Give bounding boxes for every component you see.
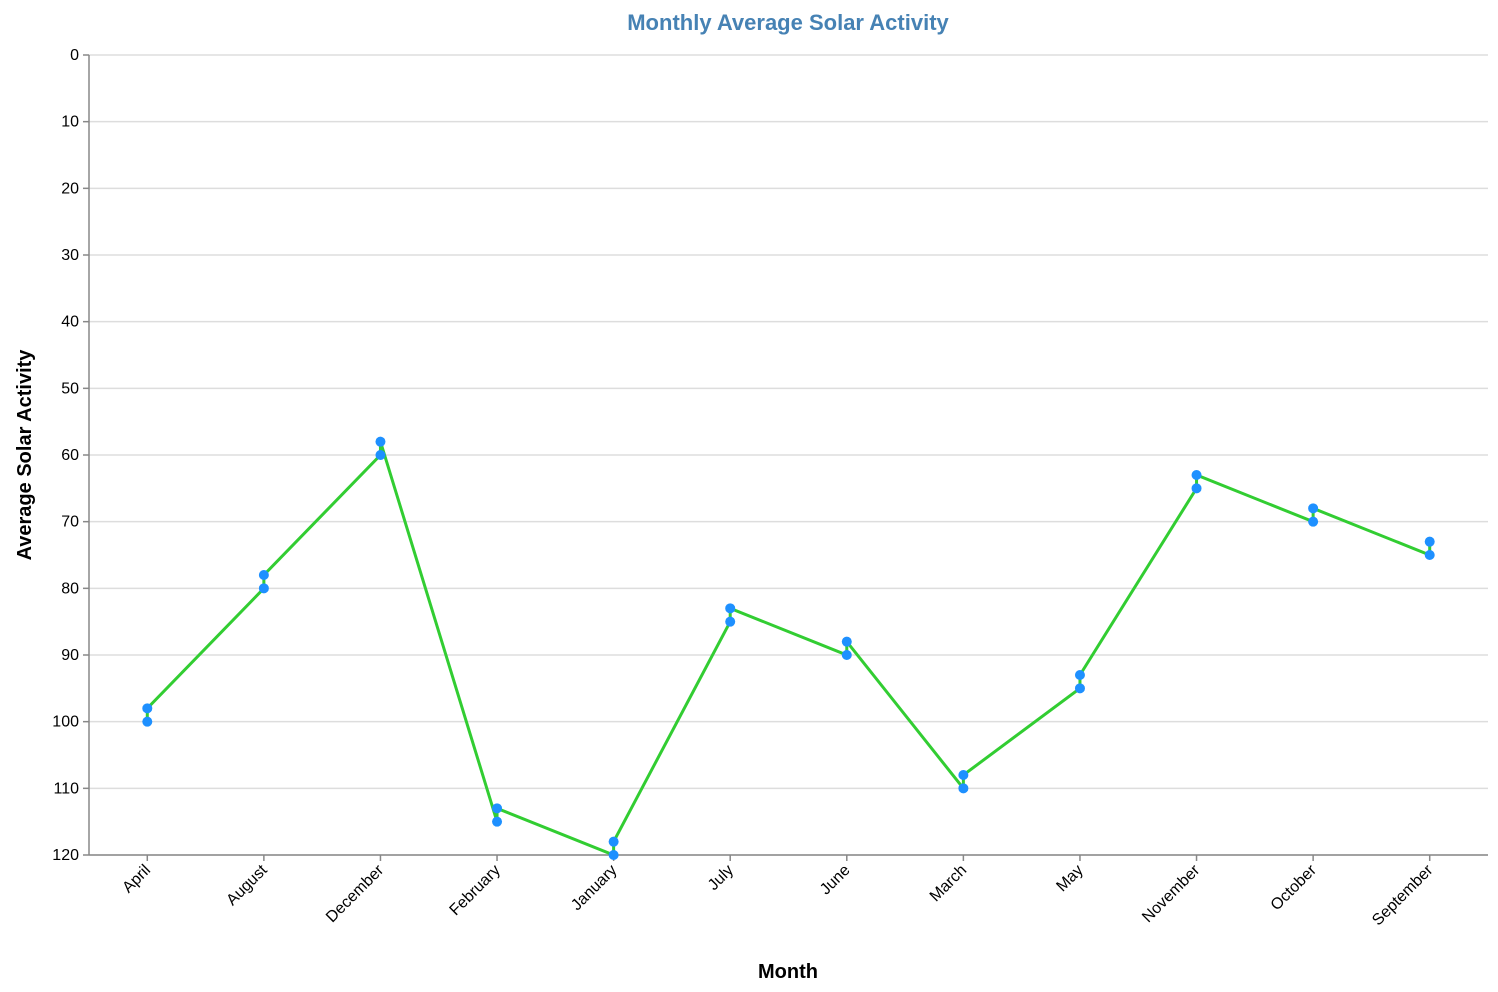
y-tick-label: 50 bbox=[61, 380, 79, 397]
data-point bbox=[1308, 503, 1319, 514]
y-tick-label: 20 bbox=[61, 180, 79, 197]
data-point bbox=[1191, 483, 1202, 494]
x-tick-label: May bbox=[1053, 862, 1086, 895]
y-tick-label: 70 bbox=[61, 514, 79, 531]
y-tick-label: 100 bbox=[52, 714, 79, 731]
y-tick-label: 90 bbox=[61, 647, 79, 664]
data-point bbox=[142, 703, 153, 714]
data-point bbox=[492, 803, 503, 814]
y-tick-label: 40 bbox=[61, 314, 79, 331]
data-point bbox=[1074, 683, 1085, 694]
data-point bbox=[1308, 516, 1319, 527]
data-point bbox=[492, 816, 503, 827]
data-point bbox=[841, 636, 852, 647]
x-tick-label: August bbox=[223, 861, 271, 909]
x-tick-label: January bbox=[568, 862, 620, 914]
data-point bbox=[1424, 536, 1435, 547]
y-tick-label: 110 bbox=[53, 780, 79, 797]
data-point bbox=[375, 450, 386, 460]
y-tick-label: 80 bbox=[61, 580, 79, 597]
y-axis-title: Average Solar Activity bbox=[14, 349, 36, 561]
data-point bbox=[375, 436, 386, 447]
x-tick-label: June bbox=[817, 862, 854, 899]
data-point bbox=[725, 616, 736, 627]
data-point bbox=[958, 770, 969, 780]
data-point bbox=[142, 716, 153, 727]
y-tick-label: 10 bbox=[61, 114, 79, 131]
data-point bbox=[725, 603, 736, 614]
data-point bbox=[608, 836, 619, 847]
data-point bbox=[1074, 670, 1085, 680]
x-axis-title: Month bbox=[758, 961, 818, 983]
x-tick-label: February bbox=[447, 862, 504, 919]
data-point bbox=[958, 783, 969, 794]
y-tick-label: 0 bbox=[70, 47, 79, 64]
data-point bbox=[608, 850, 619, 860]
x-tick-label: July bbox=[705, 862, 737, 894]
y-tick-label: 30 bbox=[61, 247, 79, 264]
x-tick-label: April bbox=[119, 862, 154, 897]
chart-title: Monthly Average Solar Activity bbox=[627, 10, 949, 35]
y-tick-label: 120 bbox=[52, 847, 79, 864]
data-point bbox=[258, 570, 269, 580]
data-point bbox=[258, 583, 269, 594]
y-tick-label: 60 bbox=[61, 447, 79, 464]
series-layer bbox=[142, 436, 1435, 860]
x-tick-label: November bbox=[1139, 861, 1204, 926]
x-tick-label: September bbox=[1369, 861, 1437, 929]
x-tick-label: December bbox=[323, 861, 388, 926]
series-line bbox=[145, 441, 1432, 858]
gridlines bbox=[89, 54, 1488, 856]
x-axis: April August December February January July Ju… bbox=[89, 854, 1488, 929]
data-point bbox=[841, 650, 852, 660]
x-tick-label: October bbox=[1268, 861, 1321, 914]
data-point bbox=[1191, 470, 1202, 480]
y-axis: 0 10 20 30 40 50 60 70 80 90 100 110 120 bbox=[52, 47, 90, 864]
data-point bbox=[1424, 550, 1435, 560]
x-tick-label: March bbox=[927, 862, 970, 905]
